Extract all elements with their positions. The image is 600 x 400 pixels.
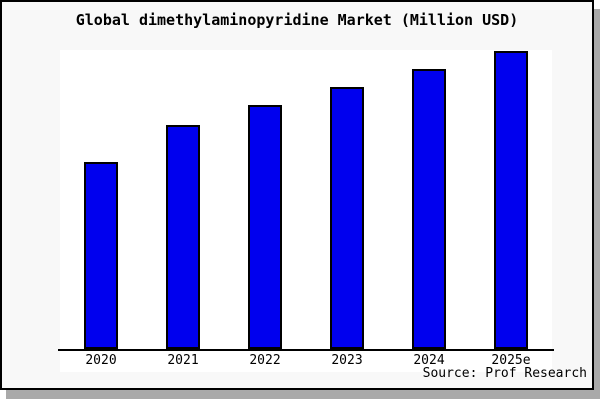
bar-2024: [412, 69, 446, 349]
bar-2023: [330, 87, 364, 349]
bar-2020: [84, 162, 118, 349]
bar-2022: [248, 105, 282, 349]
x-tick-label-2022: 2022: [249, 353, 281, 368]
plot-area: [58, 50, 554, 372]
x-tick-label-2025e: 2025e: [491, 353, 531, 368]
x-tick-label-2020: 2020: [85, 353, 117, 368]
bar-2025e: [494, 51, 528, 349]
x-tick-label-2023: 2023: [331, 353, 363, 368]
chart-title: Global dimethylaminopyridine Market (Mil…: [75, 11, 519, 29]
chart-frame: Global dimethylaminopyridine Market (Mil…: [0, 0, 594, 390]
source-credit: Source: Prof Research: [422, 366, 587, 381]
bar-2021: [166, 125, 200, 349]
x-tick-label-2024: 2024: [413, 353, 445, 368]
x-tick-label-2021: 2021: [167, 353, 199, 368]
x-axis-line: [58, 349, 554, 351]
